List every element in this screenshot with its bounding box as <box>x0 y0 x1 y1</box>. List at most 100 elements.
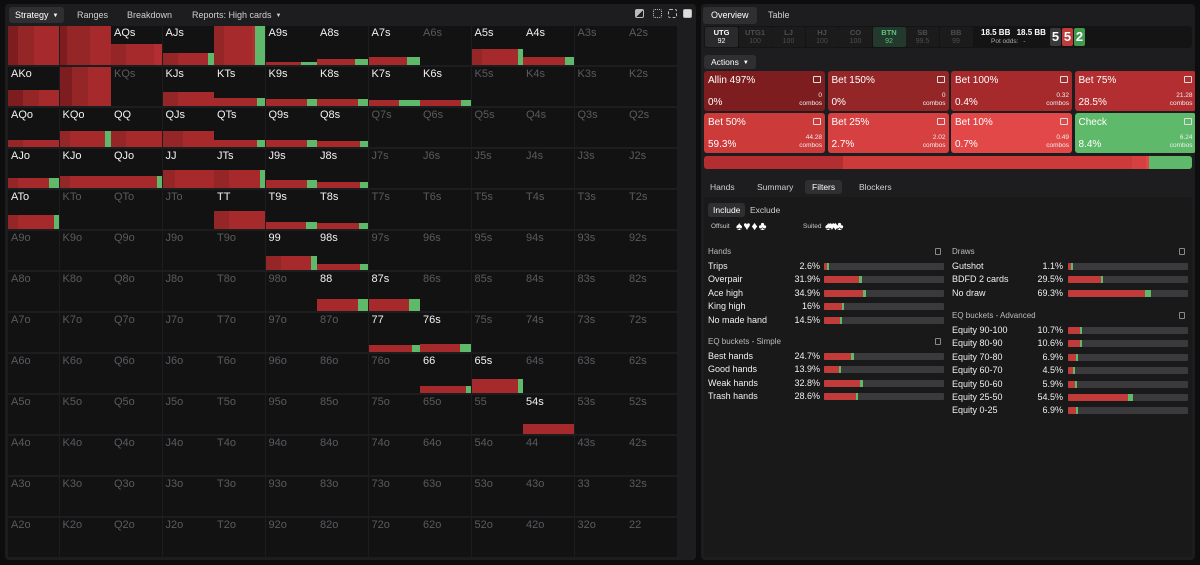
hand-cell-96o[interactable]: 96o <box>265 354 317 393</box>
hand-cell-42s[interactable]: 42s <box>626 436 677 475</box>
seat-sb[interactable]: SB 99.5 <box>906 27 939 47</box>
seat-utg[interactable]: UTG 92 <box>705 27 738 47</box>
hand-cell-ATs[interactable]: ATs <box>214 26 265 65</box>
hand-cell-55[interactable]: 55 <box>471 395 523 434</box>
tab-strategy[interactable]: Strategy ▼ <box>9 7 65 23</box>
hand-cell-K6o[interactable]: K6o <box>59 354 111 393</box>
action-details-icon[interactable] <box>936 118 945 125</box>
seat-bb[interactable]: BB 99 <box>939 27 973 47</box>
hand-cell-74s[interactable]: 74s <box>523 313 574 352</box>
hand-cell-A8s[interactable]: A8s <box>317 26 368 65</box>
hand-cell-93s[interactable]: 93s <box>574 231 626 270</box>
hand-cell-KTs[interactable]: KTs <box>214 67 265 106</box>
filter-row[interactable]: Equity 25-50 54.5% <box>952 391 1188 403</box>
hand-cell-A6o[interactable]: A6o <box>8 354 59 393</box>
seat-hj[interactable]: HJ 100 <box>805 27 839 47</box>
hand-cell-K8s[interactable]: K8s <box>317 67 368 106</box>
hand-cell-75o[interactable]: 75o <box>368 395 420 434</box>
hand-cell-T8s[interactable]: T8s <box>317 190 368 229</box>
hand-cell-A9s[interactable]: A9s <box>265 26 317 65</box>
action-details-icon[interactable] <box>936 76 945 83</box>
hand-cell-AQo[interactable]: AQo <box>8 108 59 147</box>
filter-row[interactable]: Weak hands 32.8% <box>708 377 944 389</box>
hand-cell-T4o[interactable]: T4o <box>214 436 265 475</box>
hand-cell-QJs[interactable]: QJs <box>162 108 214 147</box>
hand-cell-22[interactable]: 22 <box>626 518 677 557</box>
hand-cell-J9s[interactable]: J9s <box>265 149 317 188</box>
action-check[interactable]: Check 8.4% 6.24 combos <box>1074 113 1195 153</box>
hand-cell-85s[interactable]: 85s <box>471 272 523 311</box>
filter-row[interactable]: BDFD 2 cards 29.5% <box>952 273 1188 285</box>
hand-cell-T2o[interactable]: T2o <box>214 518 265 557</box>
section-toggle-icon[interactable] <box>935 248 941 255</box>
hand-cell-A8o[interactable]: A8o <box>8 272 59 311</box>
hand-cell-Q8o[interactable]: Q8o <box>111 272 162 311</box>
filter-row[interactable]: Overpair 31.9% <box>708 273 944 285</box>
hand-cell-95s[interactable]: 95s <box>471 231 523 270</box>
hand-cell-85o[interactable]: 85o <box>317 395 368 434</box>
hand-cell-J6s[interactable]: J6s <box>420 149 471 188</box>
action-details-icon[interactable] <box>1183 76 1192 83</box>
hand-cell-64o[interactable]: 64o <box>420 436 471 475</box>
hand-cell-42o[interactable]: 42o <box>523 518 574 557</box>
action-bet-75[interactable]: Bet 75% 28.5% 21.28 combos <box>1074 71 1195 111</box>
hand-cell-83o[interactable]: 83o <box>317 477 368 516</box>
hand-cell-88[interactable]: 88 <box>317 272 368 311</box>
hand-cell-T2s[interactable]: T2s <box>626 190 677 229</box>
hand-cell-66[interactable]: 66 <box>420 354 471 393</box>
tab-blockers[interactable]: Blockers <box>859 182 892 192</box>
grid-large-icon[interactable] <box>668 9 677 18</box>
action-bet-10[interactable]: Bet 10% 0.7% 0.49 combos <box>951 113 1072 153</box>
hand-cell-JJ[interactable]: JJ <box>162 149 214 188</box>
hand-cell-76o[interactable]: 76o <box>368 354 420 393</box>
hand-cell-94s[interactable]: 94s <box>523 231 574 270</box>
hand-cell-AQs[interactable]: AQs <box>111 26 162 65</box>
hand-cell-74o[interactable]: 74o <box>368 436 420 475</box>
action-details-icon[interactable] <box>1060 76 1068 83</box>
action-details-icon[interactable] <box>1183 118 1192 125</box>
hand-cell-54s[interactable]: 54s <box>523 395 574 434</box>
hand-cell-94o[interactable]: 94o <box>265 436 317 475</box>
hand-cell-A5s[interactable]: A5s <box>471 26 523 65</box>
hand-cell-Q4s[interactable]: Q4s <box>523 108 574 147</box>
hand-cell-K3o[interactable]: K3o <box>59 477 111 516</box>
filter-row[interactable]: Trips 2.6% <box>708 260 944 272</box>
hand-cell-52s[interactable]: 52s <box>626 395 677 434</box>
hand-cell-Q9s[interactable]: Q9s <box>265 108 317 147</box>
hand-cell-A9o[interactable]: A9o <box>8 231 59 270</box>
hand-cell-AKs[interactable]: AKs <box>59 26 111 65</box>
filter-row[interactable]: Good hands 13.9% <box>708 363 944 375</box>
hand-cell-84o[interactable]: 84o <box>317 436 368 475</box>
hand-cell-K9o[interactable]: K9o <box>59 231 111 270</box>
hand-cell-QTs[interactable]: QTs <box>214 108 265 147</box>
hand-cell-T4s[interactable]: T4s <box>523 190 574 229</box>
hand-cell-44[interactable]: 44 <box>523 436 574 475</box>
hand-cell-ATo[interactable]: ATo <box>8 190 59 229</box>
action-bet-150[interactable]: Bet 150% 0% 0 combos <box>827 71 949 111</box>
hand-cell-K7o[interactable]: K7o <box>59 313 111 352</box>
seat-btn[interactable]: BTN 92 <box>872 27 906 47</box>
hand-cell-Q4o[interactable]: Q4o <box>111 436 162 475</box>
hand-cell-Q5o[interactable]: Q5o <box>111 395 162 434</box>
filter-row[interactable]: Equity 80-90 10.6% <box>952 337 1188 349</box>
hand-cell-84s[interactable]: 84s <box>523 272 574 311</box>
hand-cell-87s[interactable]: 87s <box>368 272 420 311</box>
hand-cell-Q3s[interactable]: Q3s <box>574 108 626 147</box>
tab-overview[interactable]: Overview <box>703 7 757 24</box>
hand-cell-KJo[interactable]: KJo <box>59 149 111 188</box>
filter-row[interactable]: No made hand 14.5% <box>708 314 944 326</box>
hand-cell-52o[interactable]: 52o <box>471 518 523 557</box>
hand-cell-T9s[interactable]: T9s <box>265 190 317 229</box>
hand-cell-63o[interactable]: 63o <box>420 477 471 516</box>
hand-cell-K6s[interactable]: K6s <box>420 67 471 106</box>
hand-cell-J3s[interactable]: J3s <box>574 149 626 188</box>
hand-cell-T6o[interactable]: T6o <box>214 354 265 393</box>
hand-cell-33[interactable]: 33 <box>574 477 626 516</box>
hand-cell-98o[interactable]: 98o <box>265 272 317 311</box>
hand-cell-64s[interactable]: 64s <box>523 354 574 393</box>
hand-cell-T5s[interactable]: T5s <box>471 190 523 229</box>
half-view-icon[interactable] <box>635 9 644 18</box>
hand-cell-73o[interactable]: 73o <box>368 477 420 516</box>
filter-row[interactable]: Best hands 24.7% <box>708 350 944 362</box>
hand-cell-K8o[interactable]: K8o <box>59 272 111 311</box>
